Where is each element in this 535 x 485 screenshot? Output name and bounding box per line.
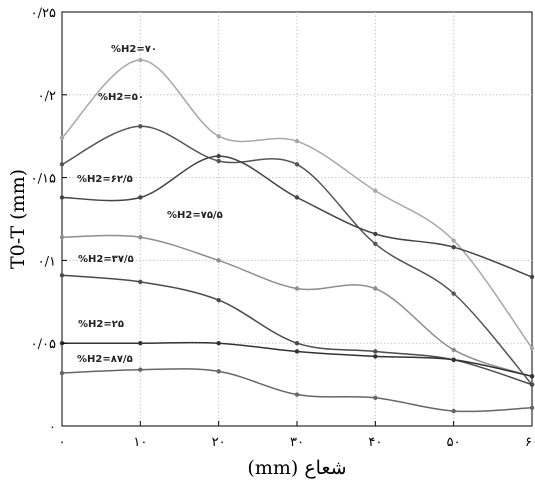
data-point	[294, 349, 300, 354]
data-point	[529, 405, 535, 410]
data-point	[373, 231, 378, 237]
data-point	[138, 367, 143, 372]
data-point	[216, 134, 221, 139]
data-point	[59, 273, 65, 278]
y-axis-ticks: ۰ ۰/۰۵ ۰/۱ ۰/۱۵ ۰/۲ ۰/۲۵	[31, 6, 67, 435]
x-tick-label: ۶۰	[525, 435, 535, 450]
data-point	[59, 135, 65, 141]
series-7	[59, 367, 535, 414]
data-point	[373, 241, 378, 247]
data-point	[451, 238, 456, 243]
data-point	[451, 244, 456, 250]
data-point	[294, 195, 300, 200]
y-tick-label: ۰/۲	[38, 89, 56, 104]
series-label: %H2=۷۵/۵	[167, 210, 223, 221]
y-tick-label: ۰	[49, 420, 56, 435]
x-tick-label: ۴۰	[368, 435, 382, 450]
data-point	[59, 162, 65, 167]
data-point	[59, 195, 65, 200]
x-tick-label: ۱۰	[133, 435, 147, 450]
data-point	[294, 341, 300, 346]
data-point	[451, 408, 456, 414]
data-point	[294, 138, 300, 144]
data-point	[529, 374, 535, 379]
data-point	[59, 235, 65, 240]
data-point	[138, 341, 143, 346]
data-point	[216, 258, 221, 263]
y-tick-label: ۰/۱	[38, 254, 56, 269]
data-point	[529, 382, 535, 387]
series-label: %H2=۳۷/۵	[78, 254, 134, 265]
data-point	[373, 286, 378, 291]
data-point	[294, 392, 300, 397]
data-point	[138, 279, 143, 285]
series-layer	[59, 57, 535, 414]
y-tick-label: ۰/۱۵	[31, 172, 56, 187]
data-point	[294, 162, 300, 167]
data-point	[373, 349, 378, 354]
y-tick-label: ۰/۲۵	[31, 6, 56, 21]
data-point	[451, 347, 456, 353]
data-point	[451, 357, 456, 362]
data-point	[529, 345, 535, 351]
data-point	[138, 124, 143, 129]
x-axis-title: شعاع (mm)	[247, 457, 346, 479]
data-point	[373, 354, 378, 359]
series-label: %H2=۷۰	[111, 44, 157, 55]
series-label: %H2=۸۷/۵	[77, 354, 133, 365]
series-label: %H2=۲۵	[78, 319, 124, 330]
y-axis-title: T0-T (mm)	[7, 169, 29, 269]
x-tick-label: ۰	[59, 435, 66, 450]
x-tick-label: ۳۰	[290, 435, 304, 450]
data-point	[138, 57, 143, 63]
x-tick-label: ۲۰	[212, 435, 226, 450]
data-point	[138, 195, 143, 200]
y-tick-label: ۰/۰۵	[31, 337, 56, 352]
series-3	[59, 153, 535, 280]
data-point	[216, 297, 221, 303]
data-point	[529, 274, 535, 280]
data-point	[216, 153, 221, 159]
series-1	[59, 57, 535, 351]
data-point	[373, 395, 378, 401]
data-point	[138, 235, 143, 240]
data-point	[59, 370, 65, 376]
data-point	[216, 341, 221, 346]
data-point	[294, 286, 300, 291]
data-point	[451, 291, 456, 296]
x-axis-ticks: ۰ ۱۰ ۲۰ ۳۰ ۴۰ ۵۰ ۶۰	[59, 421, 535, 450]
series-labels: %H2=۷۰ %H2=۵۰ %H2=۶۲/۵ %H2=۷۵/۵ %H2=۳۷/۵ %H2=…	[77, 44, 223, 365]
x-tick-label: ۵۰	[447, 435, 461, 450]
series-label: %H2=۵۰	[98, 92, 144, 103]
series-label: %H2=۶۲/۵	[77, 174, 133, 185]
data-point	[216, 369, 221, 374]
data-point	[373, 188, 378, 194]
series-line	[61, 274, 533, 386]
data-point	[216, 158, 221, 164]
